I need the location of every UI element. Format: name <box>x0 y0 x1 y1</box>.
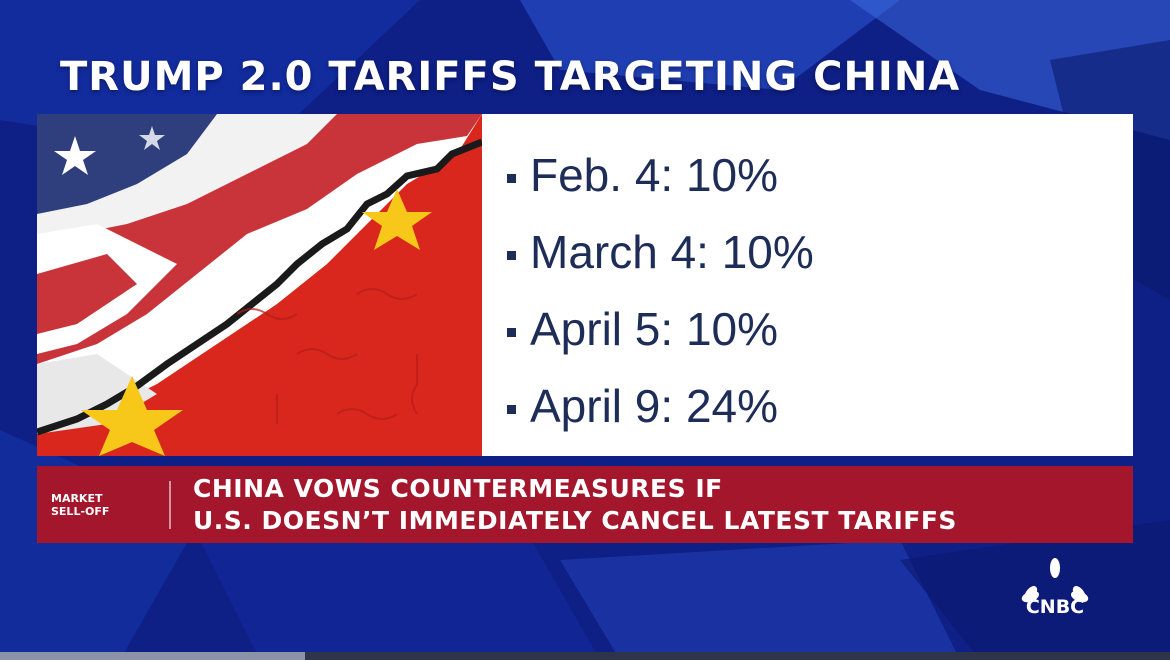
headline-line1: CHINA VOWS COUNTERMEASURES IF <box>193 473 723 503</box>
cnbc-logo-text: CNBC <box>1025 596 1085 618</box>
headline-line2: U.S. DOESN’T IMMEDIATELY CANCEL LATEST T… <box>193 505 957 535</box>
news-banner: MARKET SELL-OFF CHINA VOWS COUNTERMEASUR… <box>37 466 1133 543</box>
banner-tag: MARKET SELL-OFF <box>37 492 169 518</box>
tariff-entry: April 5: 10% <box>530 302 779 355</box>
page-title: TRUMP 2.0 TARIFFS TARGETING CHINA <box>60 54 961 100</box>
list-item: Feb. 4: 10% <box>507 136 814 213</box>
list-item: April 9: 24% <box>507 367 814 444</box>
tariff-card: Feb. 4: 10% March 4: 10% April 5: 10% Ap… <box>37 114 1133 456</box>
bullet-icon <box>507 251 516 260</box>
tariff-entry: March 4: 10% <box>530 225 814 278</box>
list-item: April 5: 10% <box>507 290 814 367</box>
tariff-entry: Feb. 4: 10% <box>530 148 779 201</box>
banner-tag-line1: MARKET <box>51 491 103 505</box>
us-china-flag-puzzle-image <box>37 114 482 456</box>
tariff-list: Feb. 4: 10% March 4: 10% April 5: 10% Ap… <box>507 136 814 444</box>
banner-tag-line2: SELL-OFF <box>51 504 110 518</box>
bullet-icon <box>507 328 516 337</box>
list-item: March 4: 10% <box>507 213 814 290</box>
banner-headline: CHINA VOWS COUNTERMEASURES IF U.S. DOESN… <box>193 473 957 537</box>
bullet-icon <box>507 174 516 183</box>
tariff-entry: April 9: 24% <box>530 379 779 432</box>
bullet-icon <box>507 405 516 414</box>
peacock-icon <box>1021 558 1089 603</box>
video-progress-strip <box>0 652 1170 660</box>
progress-segment <box>0 652 305 660</box>
banner-divider <box>169 480 171 529</box>
